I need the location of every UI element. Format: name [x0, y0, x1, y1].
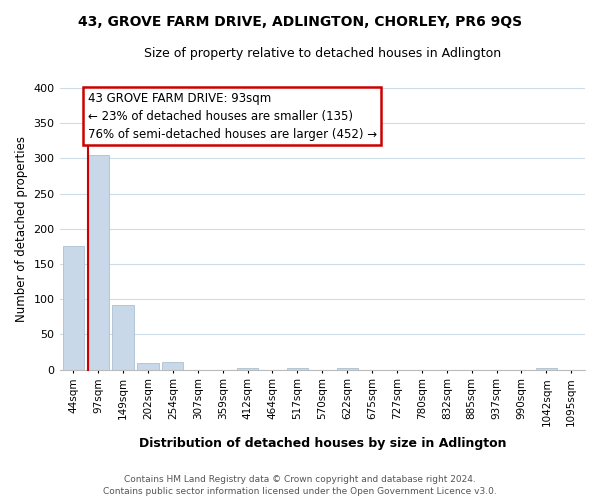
Bar	[137, 362, 158, 370]
Bar	[287, 368, 308, 370]
X-axis label: Distribution of detached houses by size in Adlington: Distribution of detached houses by size …	[139, 437, 506, 450]
Text: Contains HM Land Registry data © Crown copyright and database right 2024.: Contains HM Land Registry data © Crown c…	[124, 475, 476, 484]
Bar	[62, 246, 84, 370]
Y-axis label: Number of detached properties: Number of detached properties	[15, 136, 28, 322]
Text: Contains public sector information licensed under the Open Government Licence v3: Contains public sector information licen…	[103, 487, 497, 496]
Bar	[162, 362, 184, 370]
Bar	[88, 155, 109, 370]
Bar	[112, 305, 134, 370]
Bar	[237, 368, 258, 370]
Text: 43 GROVE FARM DRIVE: 93sqm
← 23% of detached houses are smaller (135)
76% of sem: 43 GROVE FARM DRIVE: 93sqm ← 23% of deta…	[88, 92, 377, 140]
Bar	[337, 368, 358, 370]
Bar	[536, 368, 557, 370]
Text: 43, GROVE FARM DRIVE, ADLINGTON, CHORLEY, PR6 9QS: 43, GROVE FARM DRIVE, ADLINGTON, CHORLEY…	[78, 15, 522, 29]
Title: Size of property relative to detached houses in Adlington: Size of property relative to detached ho…	[144, 48, 501, 60]
